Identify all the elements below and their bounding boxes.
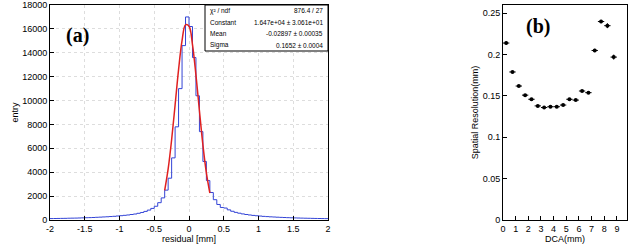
svg-text:-0.02897 ± 0.00035: -0.02897 ± 0.00035 — [266, 30, 323, 37]
svg-text:8: 8 — [602, 224, 607, 234]
svg-text:10000: 10000 — [22, 96, 47, 106]
svg-text:residual [mm]: residual [mm] — [162, 234, 216, 244]
svg-text:DCA(mm): DCA(mm) — [545, 234, 585, 244]
svg-text:(a): (a) — [66, 24, 89, 47]
svg-text:Constant: Constant — [210, 19, 236, 26]
svg-text:3: 3 — [538, 224, 543, 234]
svg-text:-0.5: -0.5 — [146, 224, 162, 234]
svg-text:8000: 8000 — [27, 120, 47, 130]
svg-text:χ² / ndf: χ² / ndf — [210, 7, 230, 15]
svg-text:1: 1 — [256, 224, 261, 234]
svg-text:876.4 / 27: 876.4 / 27 — [294, 7, 323, 14]
svg-text:0: 0 — [186, 224, 191, 234]
svg-text:6000: 6000 — [27, 143, 47, 153]
svg-text:entry: entry — [10, 102, 20, 123]
svg-text:9: 9 — [614, 224, 619, 234]
svg-text:0.1: 0.1 — [488, 132, 501, 142]
svg-text:14000: 14000 — [22, 48, 47, 58]
svg-text:16000: 16000 — [22, 24, 47, 34]
svg-text:0: 0 — [42, 215, 47, 225]
svg-text:2: 2 — [526, 224, 531, 234]
svg-text:1.647e+04 ± 3.061e+01: 1.647e+04 ± 3.061e+01 — [254, 19, 323, 26]
svg-text:2: 2 — [325, 224, 330, 234]
svg-text:0: 0 — [500, 224, 505, 234]
svg-text:2000: 2000 — [27, 191, 47, 201]
svg-text:Mean: Mean — [210, 30, 227, 37]
svg-text:1.5: 1.5 — [287, 224, 300, 234]
svg-text:0.2: 0.2 — [488, 50, 501, 60]
svg-text:6: 6 — [576, 224, 581, 234]
svg-text:1: 1 — [513, 224, 518, 234]
svg-text:-1: -1 — [115, 224, 123, 234]
svg-text:Sigma: Sigma — [210, 41, 229, 49]
svg-text:4: 4 — [551, 224, 556, 234]
svg-text:0.1652 ± 0.0004: 0.1652 ± 0.0004 — [276, 42, 323, 49]
svg-text:18000: 18000 — [22, 0, 47, 10]
svg-text:0.05: 0.05 — [483, 174, 501, 184]
svg-text:-1.5: -1.5 — [77, 224, 93, 234]
svg-text:0.5: 0.5 — [217, 224, 230, 234]
svg-text:0.25: 0.25 — [483, 8, 501, 18]
svg-text:Spatial Resolution(mm): Spatial Resolution(mm) — [470, 66, 480, 160]
svg-text:12000: 12000 — [22, 72, 47, 82]
svg-text:4000: 4000 — [27, 167, 47, 177]
svg-text:5: 5 — [564, 224, 569, 234]
svg-text:0.15: 0.15 — [483, 91, 501, 101]
svg-text:-2: -2 — [46, 224, 54, 234]
svg-text:(b): (b) — [526, 15, 550, 38]
svg-text:7: 7 — [589, 224, 594, 234]
svg-text:0: 0 — [495, 215, 500, 225]
